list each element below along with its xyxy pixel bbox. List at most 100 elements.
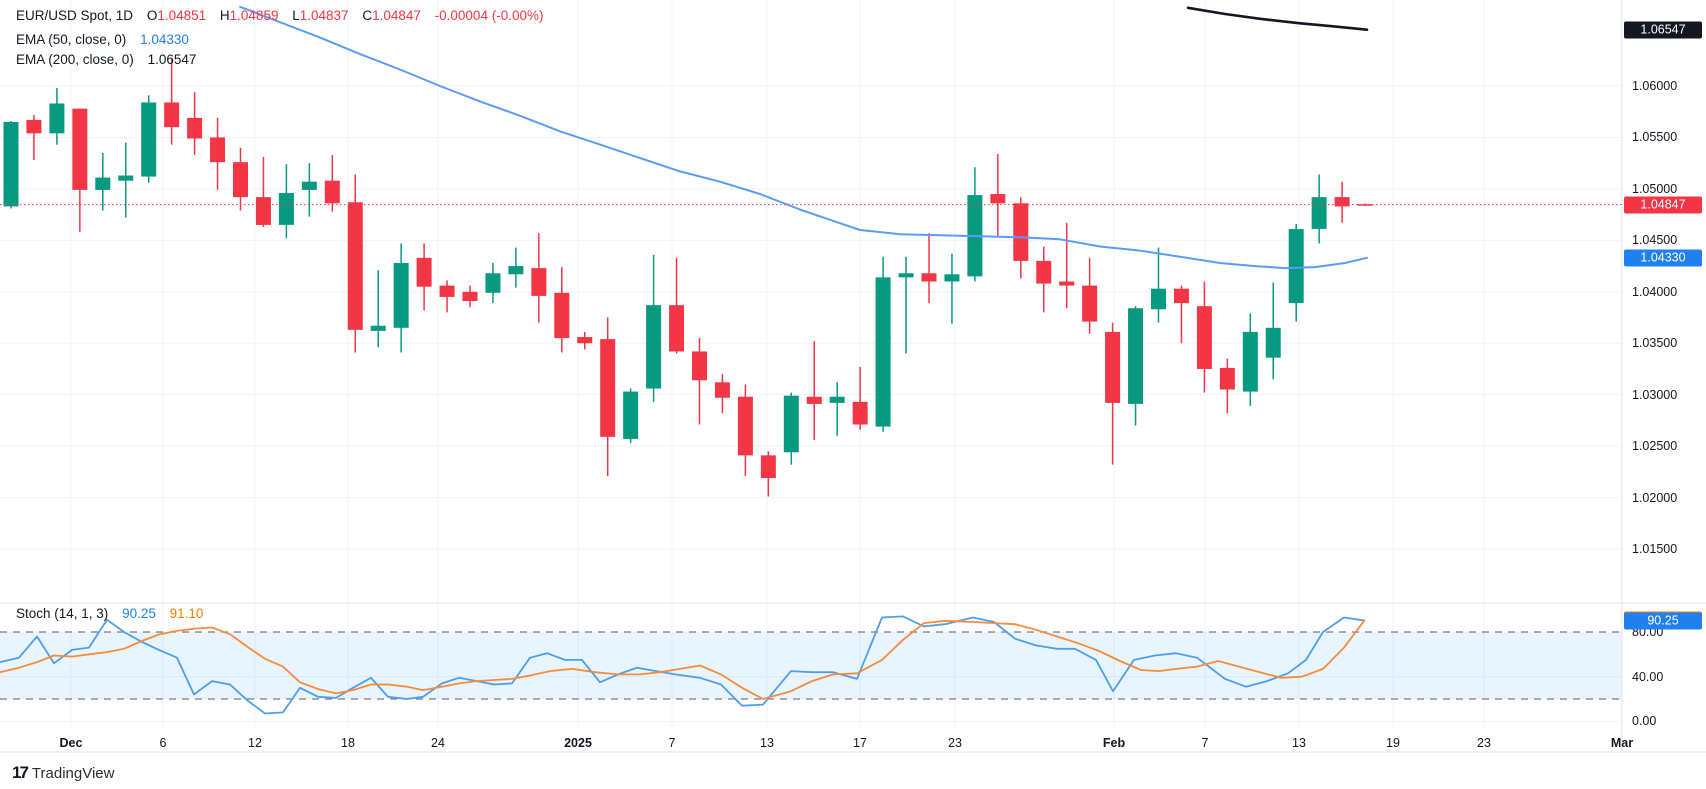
candle-body [164, 102, 180, 128]
low-label: L [292, 8, 300, 23]
candle-body [921, 273, 937, 282]
open-value: 1.04851 [157, 8, 207, 23]
stoch-d-line[interactable] [0, 619, 1366, 700]
time-tick-label: 2025 [564, 736, 592, 750]
candlestick-series[interactable] [3, 59, 1373, 497]
candle-body [1173, 288, 1189, 304]
tradingview-logo-text: TradingView [31, 764, 115, 782]
change-value: -0.00004 (-0.00%) [434, 8, 544, 23]
candle-body [26, 119, 42, 134]
candle-body [95, 177, 111, 190]
candle-body [255, 197, 271, 225]
ema50-legend-row[interactable]: EMA (50, close, 0) 1.04330 [16, 30, 189, 50]
ema200-line[interactable] [1186, 6, 1369, 32]
time-tick-label: 18 [341, 736, 355, 750]
stoch-band [0, 631, 1622, 700]
stoch-label: Stoch (14, 1, 3) [16, 606, 109, 621]
stoch-d-value: 91.10 [169, 606, 204, 621]
stoch-badge: 90.25 [1624, 612, 1702, 630]
time-tick-label: 24 [431, 736, 445, 750]
candle-body [1105, 331, 1121, 403]
price-tick-label: 1.04000 [1632, 284, 1678, 299]
candle-body [531, 268, 547, 296]
ema50-label: EMA (50, close, 0) [16, 32, 127, 47]
ema50-line[interactable] [239, 5, 1368, 270]
candle-body [829, 396, 845, 403]
candle-body [485, 273, 501, 293]
price-badge: 1.04847 [1624, 196, 1702, 214]
candle-body [875, 277, 891, 427]
candle-body [1013, 203, 1029, 261]
price-tick-label: 1.04500 [1632, 233, 1678, 248]
candle-body [944, 274, 960, 282]
time-tick-label: 13 [760, 736, 774, 750]
candle-body [990, 194, 1006, 204]
candle-body [646, 305, 662, 389]
candle-body [1196, 306, 1212, 369]
candle-body [416, 257, 432, 287]
high-value: 1.04859 [229, 8, 279, 23]
ema200-legend-row[interactable]: EMA (200, close, 0) 1.06547 [16, 50, 196, 70]
candle-body [301, 181, 317, 190]
high-label: H [219, 8, 230, 23]
time-tick-label: 7 [668, 736, 676, 750]
open-label: O [146, 8, 158, 23]
candle-body [393, 262, 409, 328]
candle-body [141, 102, 157, 177]
candle-body [1242, 331, 1258, 392]
time-tick-label: Feb [1102, 736, 1126, 750]
stoch-k-value: 90.25 [122, 606, 156, 621]
price-tick-label: 1.02500 [1632, 439, 1678, 454]
low-value: 1.04837 [299, 8, 349, 23]
candle-body [72, 108, 88, 190]
candle-body [898, 273, 914, 278]
candle-body [1036, 260, 1052, 284]
symbol-legend-row[interactable]: EUR/USD Spot, 1D O1.04851 H1.04859 L1.04… [16, 6, 543, 26]
candle-body [1288, 229, 1304, 304]
candle-body [439, 285, 455, 297]
time-tick-label: 6 [159, 736, 167, 750]
tradingview-logo[interactable]: 17 TradingView [12, 763, 114, 783]
candle-body [462, 291, 478, 302]
price-badge: 1.04330 [1624, 249, 1702, 267]
ema200-value: 1.06547 [147, 52, 197, 67]
candle-body [577, 337, 593, 344]
candle-body [669, 305, 685, 352]
price-tick-label: 1.02000 [1632, 490, 1678, 505]
symbol-title: EUR/USD Spot, 1D [16, 8, 134, 23]
ema50-value: 1.04330 [140, 32, 189, 47]
time-tick-label: Dec [59, 736, 83, 750]
tradingview-logo-icon: 17 [12, 763, 29, 782]
candle-body [1334, 197, 1350, 207]
candle-body [600, 339, 616, 437]
stoch-tick-label: 40.00 [1632, 669, 1664, 684]
candle-body [760, 455, 776, 479]
time-tick-label: 23 [1477, 736, 1491, 750]
candle-body [1128, 308, 1144, 404]
ema200-label: EMA (200, close, 0) [16, 52, 134, 67]
candle-body [49, 103, 65, 134]
candle-body [623, 391, 639, 439]
price-tick-label: 1.05500 [1632, 130, 1678, 145]
candle-body [783, 395, 799, 453]
price-tick-label: 1.05000 [1632, 181, 1678, 196]
close-value: 1.04847 [372, 8, 421, 23]
candle-body [852, 401, 868, 425]
time-tick-label: 12 [248, 736, 262, 750]
price-tick-label: 1.06000 [1632, 79, 1678, 93]
candle-body [324, 180, 340, 204]
candle-body [692, 351, 707, 381]
candle-body [1059, 281, 1075, 286]
candle-body [508, 266, 524, 275]
stoch-legend-row[interactable]: Stoch (14, 1, 3) 90.25 91.10 [16, 604, 203, 624]
candle-body [278, 193, 294, 225]
candle-body [1219, 367, 1235, 390]
candle-body [737, 396, 753, 456]
candle-body [3, 122, 19, 207]
pane-borders [0, 0, 1706, 753]
time-tick-label: 19 [1386, 736, 1400, 750]
price-badge: 1.06547 [1624, 21, 1702, 39]
price-tick-label: 1.03500 [1632, 336, 1678, 351]
